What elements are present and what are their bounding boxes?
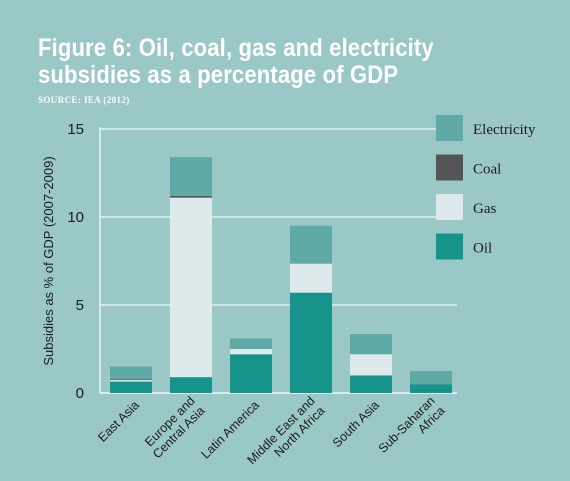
bar-coal-europe-and-central-asia <box>170 195 212 198</box>
chart-title: Figure 6: Oil, coal, gas and electricity… <box>38 34 434 89</box>
legend-label-gas: Gas <box>473 201 496 217</box>
bar-oil-middle-east-and-north-africa <box>290 292 332 393</box>
legend-label-electricity: Electricity <box>473 122 536 138</box>
y-tick-label: 15 <box>67 121 84 138</box>
bar-oil-europe-and-central-asia <box>170 377 212 393</box>
bar-coal-east-asia <box>110 378 152 380</box>
bar-oil-east-asia <box>110 381 152 393</box>
chart-source: SOURCE: IEA (2012) <box>38 95 130 105</box>
x-tick-label: East Asia <box>95 398 142 445</box>
bar-gas-latin-america <box>230 349 272 355</box>
y-tick-label: 0 <box>76 385 84 402</box>
bar-gas-middle-east-and-north-africa <box>290 263 332 293</box>
bar-electricity-south-asia <box>350 334 392 355</box>
bar-gas-east-asia <box>110 379 152 382</box>
legend-swatch-oil <box>436 233 463 260</box>
x-tick-label-line: South Asia <box>330 398 382 450</box>
legend-swatch-gas <box>436 194 463 220</box>
x-tick-label: South Asia <box>330 398 382 450</box>
bar-gas-europe-and-central-asia <box>170 197 212 378</box>
bar-electricity-middle-east-and-north-africa <box>290 225 332 264</box>
bar-electricity-europe-and-central-asia <box>170 157 212 196</box>
bar-electricity-latin-america <box>230 338 272 349</box>
x-tick-label: Europe andCentral Asia <box>140 394 207 461</box>
y-tick-label: 10 <box>67 209 84 226</box>
bar-oil-latin-america <box>230 354 272 393</box>
bar-gas-south-asia <box>350 354 392 376</box>
legend-label-coal: Coal <box>473 162 501 178</box>
bar-electricity-sub-saharan-africa <box>410 371 452 385</box>
x-tick-label-line: East Asia <box>95 398 142 445</box>
bar-oil-sub-saharan-africa <box>410 384 452 393</box>
y-axis-label: Subsidies as % of GDP (2007-2009) <box>41 156 56 365</box>
legend-swatch-electricity <box>436 115 463 141</box>
bar-oil-south-asia <box>350 375 392 393</box>
x-tick-label: Sub-SaharanAfrica <box>376 394 448 466</box>
bar-electricity-east-asia <box>110 366 152 379</box>
legend-swatch-coal <box>436 154 463 181</box>
legend-label-oil: Oil <box>473 241 492 257</box>
y-tick-label: 5 <box>76 297 84 314</box>
